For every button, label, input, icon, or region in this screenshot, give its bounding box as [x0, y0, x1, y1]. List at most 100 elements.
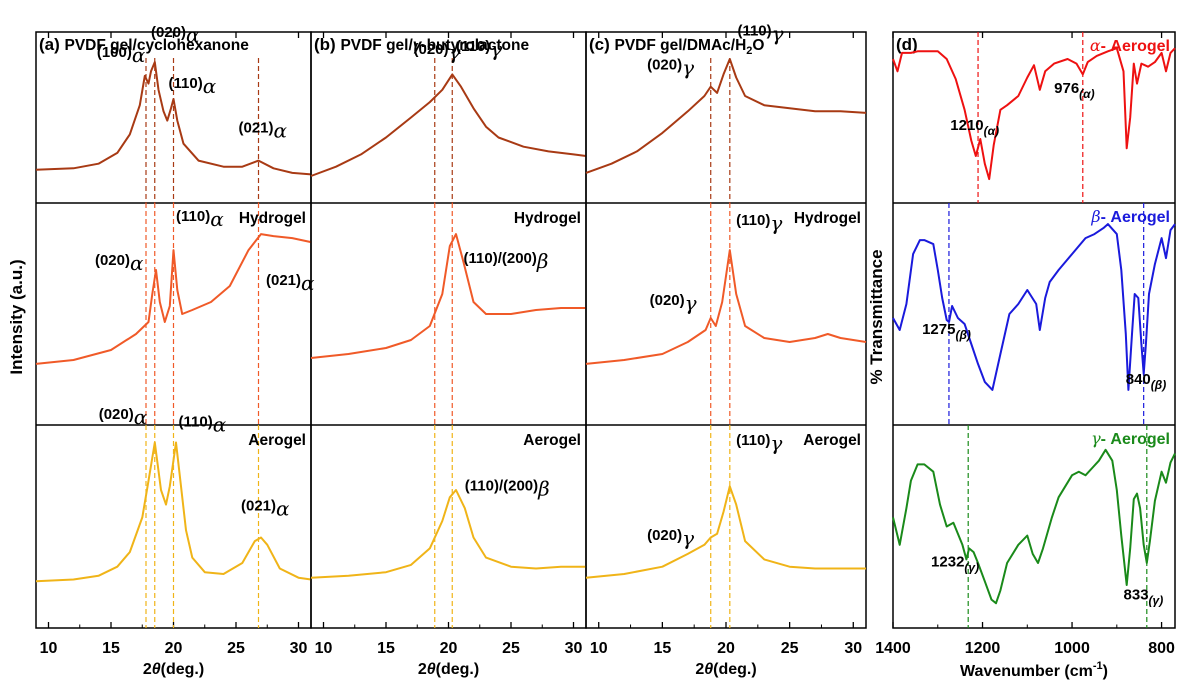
x-tick-label: 10 — [590, 640, 608, 657]
x-axis-label-unit: (deg.) — [161, 661, 205, 678]
series-line-b-1 — [310, 233, 586, 359]
series-name-label: Aerogel — [803, 432, 861, 449]
peak-label-index: (110) — [736, 212, 770, 229]
x-tick-label: 10 — [315, 640, 333, 657]
series-name-label: Aerogel — [248, 432, 306, 449]
x-axis-label: 2θ(deg.) — [695, 661, 756, 678]
peak-label-greek: α — [134, 405, 148, 429]
panel-title-text: PVDF gel/cyclohexanone — [65, 37, 250, 54]
x-tick-label: 30 — [290, 640, 308, 657]
peak-label: (020)γ — [647, 55, 694, 79]
peak-label-greek: γ — [685, 291, 697, 315]
x-axis-label: 2θ(deg.) — [418, 661, 479, 678]
series-name-label: Hydrogel — [514, 210, 581, 227]
x-axis-label-theta: θ — [152, 661, 161, 678]
ftir-peak-label: 840(β) — [1126, 371, 1166, 392]
ftir-peak-value: 976 — [1054, 80, 1079, 97]
peak-label-index: (110) — [456, 38, 490, 55]
peak-label-greek: β — [537, 476, 550, 500]
peak-label: (021)α — [266, 271, 315, 295]
ftir-series-greek: α — [1090, 36, 1101, 55]
series-name-label: Hydrogel — [239, 210, 306, 227]
series-line-d-0 — [892, 47, 1176, 181]
ftir-series-name: β- Aerogel — [1090, 207, 1170, 226]
peak-label-index: (110)/(200) — [465, 477, 538, 494]
ftir-peak-tag: (γ) — [1149, 594, 1164, 608]
ftir-peak-label: 976(α) — [1054, 80, 1094, 101]
peak-label-index: (020) — [151, 24, 186, 41]
x-tick-label: 15 — [102, 640, 120, 657]
peak-label-greek: γ — [449, 40, 461, 64]
x-axis-label-2: 2 — [695, 661, 704, 678]
panel-title-sub: 2 — [746, 45, 752, 57]
left-ylabel: Intensity (a.u.) — [7, 259, 26, 374]
ftir-series-name: α- Aerogel — [1090, 36, 1170, 55]
y-axis-label-transmittance: % Transmittance — [867, 249, 886, 384]
panel-title-greek: γ — [413, 37, 423, 54]
ftir-series-greek: γ — [1091, 429, 1101, 448]
peak-label-greek: α — [301, 271, 315, 295]
series-line-c-0 — [585, 58, 867, 174]
peak-label-greek: γ — [682, 55, 694, 79]
ftir-series-rest: - Aerogel — [1101, 431, 1170, 448]
panel-title-prefix: (c) — [589, 35, 615, 54]
x-tick-label: 25 — [502, 640, 520, 657]
panel-title-text: PVDF gel/DMAc/H — [615, 37, 747, 54]
x-axis-label-main: Wavenumber (cm — [960, 663, 1093, 680]
peak-label-index: (021) — [239, 120, 274, 137]
peak-label: (110)γ — [737, 22, 783, 46]
peak-label: (020)γ — [414, 40, 461, 64]
peak-label-index: (110) — [736, 432, 770, 449]
series-line-c-1 — [585, 249, 867, 365]
peak-label-index: (110) — [737, 23, 771, 40]
panel-title-end: O — [752, 37, 764, 54]
series-line-b-0 — [310, 73, 587, 177]
x-axis-label-2: 2 — [418, 661, 427, 678]
series-line-d-2 — [892, 448, 1176, 605]
peak-label-index: (020) — [414, 41, 449, 58]
panel-b-frame — [310, 31, 587, 629]
peak-label-greek: γ — [770, 431, 782, 455]
peak-label: (110)γ — [736, 431, 782, 455]
panel-title-text: PVDF gel/ — [340, 37, 413, 54]
panel-title-prefix: (d) — [896, 35, 918, 54]
x-axis-label: Wavenumber (cm-1) — [960, 660, 1108, 680]
peak-label-greek: α — [274, 119, 288, 143]
peak-label: (020)γ — [650, 291, 697, 315]
x-tick-label: 25 — [781, 640, 799, 657]
peak-label-greek: γ — [682, 526, 694, 550]
x-tick-label: 1200 — [965, 640, 1001, 657]
peak-label-index: (020) — [650, 292, 685, 309]
x-axis-label-sup: -1 — [1093, 660, 1103, 672]
peak-label-index: (021) — [266, 272, 301, 289]
x-tick-label: 30 — [844, 640, 862, 657]
ftir-peak-tag: (β) — [1151, 378, 1166, 392]
peak-label-greek: α — [213, 412, 227, 436]
ftir-peak-value: 1210 — [950, 117, 983, 134]
x-tick-label: 1000 — [1054, 640, 1090, 657]
ftir-peak-tag: (γ) — [964, 561, 979, 575]
series-line-b-2 — [310, 489, 586, 579]
peak-label: (110)α — [179, 412, 227, 436]
ftir-peak-label: 833(γ) — [1124, 587, 1164, 608]
peak-label-index: (020) — [99, 406, 134, 423]
series-line-d-1 — [892, 223, 1176, 391]
peak-label: (100)α — [97, 43, 146, 67]
peak-label-index: (110) — [176, 208, 210, 225]
ftir-peak-tag: (α) — [984, 124, 999, 138]
peak-label: (110)α — [169, 74, 217, 98]
right-ylabel: % Transmittance — [867, 249, 886, 384]
peak-label-index: (110) — [169, 75, 203, 92]
x-tick-label: 25 — [227, 640, 245, 657]
peak-label-greek: γ — [770, 211, 782, 235]
peak-label: (110)γ — [736, 211, 782, 235]
ftir-peak-tag: (α) — [1079, 87, 1094, 101]
peak-label-greek: γ — [772, 22, 784, 46]
peak-label: (110)α — [176, 207, 224, 231]
peak-label: (021)α — [239, 119, 288, 143]
ftir-peak-value: 833 — [1124, 587, 1149, 604]
panel-title-text-end: -butyrolactone — [421, 37, 529, 54]
ftir-peak-label: 1275(β) — [922, 321, 971, 342]
